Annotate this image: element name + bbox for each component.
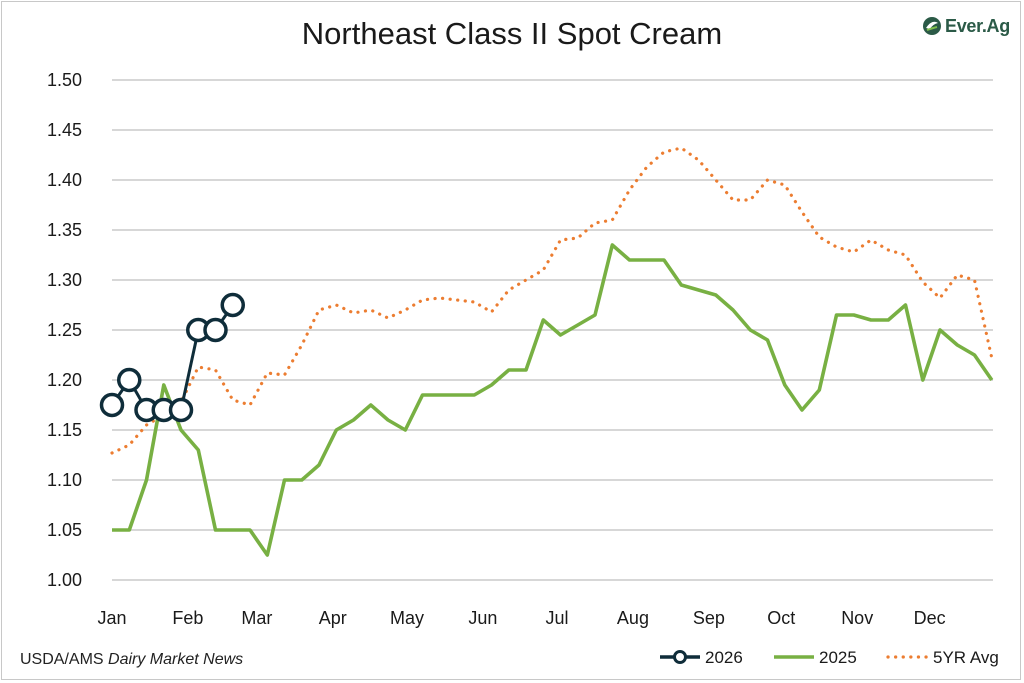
x-tick-label: Apr [319,608,347,628]
data-point-2026 [117,367,142,393]
x-tick-label: Feb [172,608,203,628]
y-tick-label: 1.45 [47,120,82,140]
x-tick-label: Oct [767,608,795,628]
data-point-2026 [203,317,228,343]
x-tick-label: May [390,608,424,628]
x-tick-label: Sep [693,608,725,628]
data-point-2026 [99,392,125,418]
series-line-2025 [112,243,994,557]
x-tick-label: Dec [914,608,946,628]
legend: 2026 2025 5YR Avg [660,648,999,667]
x-tick-label: Jun [468,608,497,628]
y-tick-label: 1.20 [47,370,82,390]
legend-marker-2026 [673,650,687,664]
y-tick-label: 1.35 [47,220,82,240]
legend-label: 2026 [705,648,743,667]
ever-ag-leaf-icon [923,17,941,35]
x-tick-label: Aug [617,608,649,628]
gridlines [112,79,993,581]
x-axis-ticks: Jan Feb Mar Apr May Jun Jul Aug Sep Oct Nov Dec [97,608,945,628]
ever-ag-logo: Ever.Ag [922,14,1010,38]
x-tick-label: Jan [97,608,126,628]
data-point-2026 [168,397,194,423]
y-tick-label: 1.50 [47,70,82,90]
source-italic: Dairy Market News [108,651,244,668]
x-tick-label: Nov [841,608,873,628]
y-tick-label: 1.10 [47,470,82,490]
y-tick-label: 1.40 [47,170,82,190]
source-prefix: USDA/AMS [20,651,109,668]
y-axis-ticks: 1.00 1.05 1.10 1.15 1.20 1.25 1.30 1.35 1.40 1.45… [47,70,82,590]
x-tick-label: Mar [241,608,272,628]
y-tick-label: 1.25 [47,320,82,340]
chart-title: Northeast Class II Spot Cream [301,16,723,51]
legend-label: 5YR Avg [933,648,999,667]
y-tick-label: 1.05 [47,520,82,540]
data-point-2026 [220,292,245,318]
logo-text: Ever.Ag [945,15,1010,36]
series-line-5yr-avg [110,146,994,455]
y-tick-label: 1.15 [47,420,82,440]
y-tick-label: 1.00 [47,570,82,590]
legend-label: 2025 [819,648,857,667]
series-layer [99,146,994,557]
source-note: USDA/AMS Dairy Market News [20,651,243,669]
y-tick-label: 1.30 [47,270,82,290]
x-tick-label: Jul [546,608,569,628]
